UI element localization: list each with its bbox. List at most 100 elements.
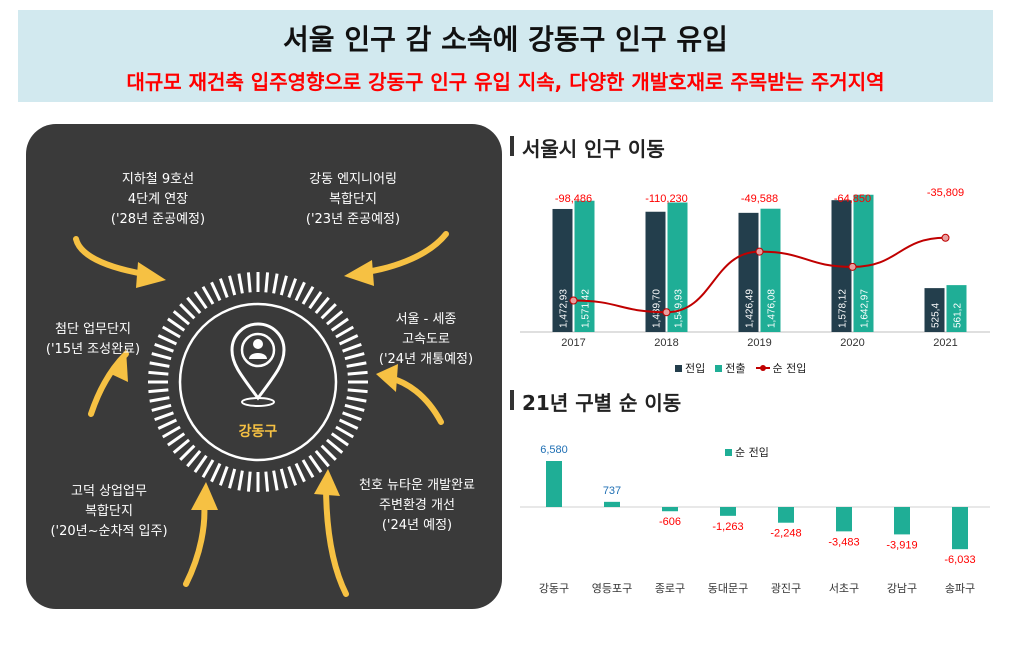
ring-tick xyxy=(335,325,355,339)
arrow-head-icon xyxy=(376,364,398,392)
feature-engineering-complex: 강동 엔지니어링 복합단지 ('23년 준공예정) xyxy=(278,170,428,230)
feature-cheonho-newtown: 천호 뉴타운 개발완료 주변환경 개선 ('24년 예정) xyxy=(332,476,502,536)
ring-tick xyxy=(218,278,229,298)
ring-tick xyxy=(330,432,349,447)
feature-line: 고속도로 xyxy=(402,332,450,347)
feature-line: 천호 뉴타운 개발완료 xyxy=(359,478,475,493)
ring-tick xyxy=(294,281,306,302)
ring-tick xyxy=(325,310,344,326)
ring-tick xyxy=(272,470,279,491)
chart1-legend: 전입 전출 순 전입 xyxy=(675,360,806,376)
net-point xyxy=(848,262,857,271)
arrow-head-icon xyxy=(111,349,128,382)
ring-tick xyxy=(186,449,202,468)
ring-tick xyxy=(294,462,306,483)
ring-tick xyxy=(201,285,215,305)
ring-tick xyxy=(161,425,181,439)
page-subtitle: 대규모 재건축 입주영향으로 강동구 인구 유입 지속, 다양한 개발호재로 주… xyxy=(126,70,885,94)
ring-tick xyxy=(264,471,270,492)
feature-business-complex: 첨단 업무단지 ('15년 조성완료) xyxy=(28,320,158,360)
district-value-label: -606 xyxy=(659,516,681,528)
district-value-label: -3,919 xyxy=(886,539,917,551)
district-bar xyxy=(604,501,620,507)
arrow-icon xyxy=(73,236,147,277)
district-bar xyxy=(662,507,678,512)
bar-out xyxy=(853,194,874,332)
bar-in xyxy=(552,208,573,332)
bar-value-label: 1,476,08 xyxy=(767,289,778,328)
header-banner: 서울 인구 감 소속에 강동구 인구 유입 대규모 재건축 입주영향으로 강동구… xyxy=(18,10,993,102)
district-bar xyxy=(546,461,562,507)
arrow-icon xyxy=(387,375,444,425)
ring-tick xyxy=(308,454,323,473)
ring-tick xyxy=(347,370,368,376)
arrow-head-icon xyxy=(344,260,374,286)
ring-tick xyxy=(335,425,355,439)
feature-line: ('28년 준공예정) xyxy=(110,212,206,227)
district-tick-label: 송파구 xyxy=(945,582,975,595)
district-value-label: -2,248 xyxy=(770,528,801,540)
ring-tick xyxy=(320,444,337,461)
feature-line: ('15년 조성완료) xyxy=(45,342,141,357)
ring-tick xyxy=(172,310,191,326)
arrow-icon xyxy=(183,499,208,587)
arrow-head-icon xyxy=(136,262,166,288)
center-label: 강동구 xyxy=(238,424,278,440)
infographic-graphics xyxy=(73,231,449,597)
district-tick-label: 서초구 xyxy=(829,582,859,595)
section-title-district-net: 21년 구별 순 이동 xyxy=(510,387,681,416)
feature-line: 첨단 업무단지 xyxy=(55,322,131,337)
ring-tick xyxy=(287,466,298,486)
ring-tick xyxy=(342,411,362,422)
ring-tick xyxy=(325,438,344,454)
feature-godeok-complex: 고덕 상업업무 복합단지 ('20년~순차적 입주) xyxy=(34,482,184,542)
feature-line: 복합단지 xyxy=(85,504,133,519)
district-bar xyxy=(778,507,794,523)
ring-tick xyxy=(193,291,208,310)
district-tick-label: 종로구 xyxy=(655,583,685,595)
feature-expressway: 서울 - 세종 고속도로 ('24년 개통예정) xyxy=(356,310,496,370)
ring-tick xyxy=(186,296,202,315)
bar-value-label: 561,2 xyxy=(953,303,964,328)
ring-tick xyxy=(314,449,330,468)
x-tick-label: 2021 xyxy=(933,337,957,349)
ring-tick xyxy=(301,285,315,305)
ring-tick xyxy=(228,468,237,489)
district-tick-label: 광진구 xyxy=(771,582,801,595)
ring-tick xyxy=(161,325,181,339)
arrow-head-icon xyxy=(314,469,340,496)
arrow-icon xyxy=(323,481,349,597)
inner-ring xyxy=(178,302,338,462)
ring-tick xyxy=(344,403,365,412)
ring-tick xyxy=(210,281,222,302)
ring-tick xyxy=(287,278,298,298)
bar-value-label: 1,578,12 xyxy=(838,289,849,328)
ring-tick xyxy=(218,466,229,486)
ring-tick xyxy=(201,459,215,479)
district-tick-label: 강남구 xyxy=(887,582,917,595)
feature-line: 복합단지 xyxy=(329,192,377,207)
ring-tick xyxy=(264,272,270,293)
ring-tick xyxy=(237,470,244,491)
x-tick-label: 2017 xyxy=(561,337,585,349)
district-bar xyxy=(836,507,852,532)
district-bar xyxy=(952,507,968,550)
ring-tick xyxy=(193,454,208,473)
ring-tick xyxy=(179,444,196,461)
ring-tick xyxy=(154,411,174,422)
feature-line: 서울 - 세종 xyxy=(395,312,457,327)
ring-tick xyxy=(157,334,178,346)
ring-tick xyxy=(338,334,359,346)
ring-tick xyxy=(149,396,170,403)
district-value-label: -6,033 xyxy=(944,554,975,566)
bar-out xyxy=(574,200,595,332)
bar-value-label: 1,472,93 xyxy=(559,289,570,328)
ring-tick xyxy=(347,388,368,394)
ring-tick xyxy=(272,273,279,294)
section-title-seoul-migration: 서울시 인구 이동 xyxy=(510,133,665,162)
bar-in xyxy=(924,288,945,332)
feature-line: 지하철 9호선 xyxy=(121,172,195,187)
net-value-label: -64,850 xyxy=(834,193,871,205)
ring-tick xyxy=(279,468,288,489)
location-pin-icon xyxy=(230,322,286,407)
